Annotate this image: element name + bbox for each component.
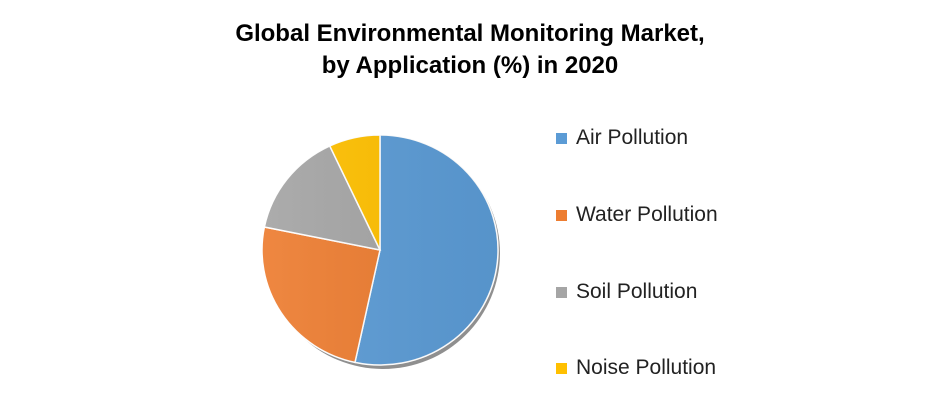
legend-swatch	[556, 209, 567, 221]
chart-title: Global Environmental Monitoring Market, …	[0, 18, 940, 82]
legend-swatch	[556, 362, 567, 374]
legend-item-soil-pollution: Soil Pollution	[556, 280, 697, 304]
legend-swatch	[556, 286, 567, 298]
chart-title-line2: by Application (%) in 2020	[321, 52, 619, 79]
legend-label: Air Pollution	[576, 126, 689, 149]
legend-item-noise-pollution: Noise Pollution	[556, 356, 716, 380]
legend-label: Water Pollution	[576, 203, 718, 226]
legend-label: Noise Pollution	[576, 356, 717, 379]
chart-title-line1: Global Environmental Monitoring Market,	[235, 20, 705, 47]
legend-swatch	[556, 132, 567, 144]
legend-item-air-pollution: Air Pollution	[556, 126, 688, 150]
legend-item-water-pollution: Water Pollution	[556, 203, 718, 227]
legend-label: Soil Pollution	[576, 280, 698, 303]
